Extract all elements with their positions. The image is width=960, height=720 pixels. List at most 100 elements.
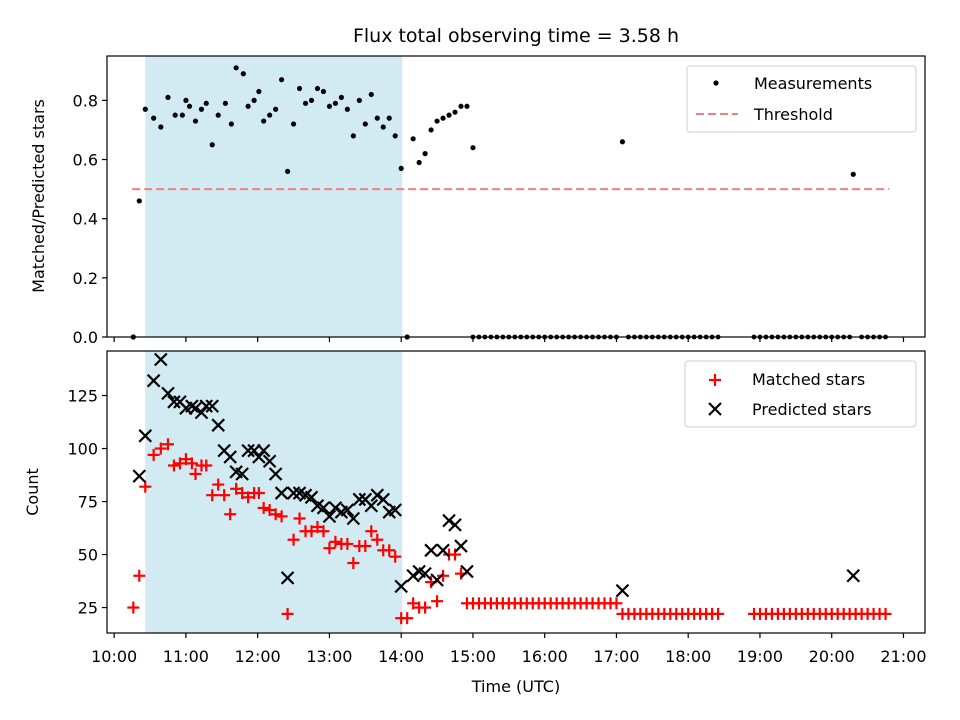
predicted-point xyxy=(223,450,237,464)
matched-point xyxy=(154,442,167,455)
matched-point xyxy=(281,607,294,620)
matched-point xyxy=(610,597,623,610)
matched-point xyxy=(269,508,282,521)
matched-point xyxy=(252,487,265,500)
measurement-point xyxy=(165,94,171,101)
matched-point xyxy=(317,525,330,538)
predicted-point xyxy=(304,490,319,505)
count-y-axis-label: Count xyxy=(23,468,42,516)
measurement-point xyxy=(302,100,309,106)
measurement-point xyxy=(215,112,221,118)
measurement-point xyxy=(470,145,476,151)
measurement-point xyxy=(136,198,142,204)
observing-window-shade xyxy=(145,56,403,337)
matched-point xyxy=(293,512,306,525)
predicted-point xyxy=(436,543,450,558)
matched-point xyxy=(419,601,432,614)
predicted-point xyxy=(394,579,408,594)
y-tick-label: 0.0 xyxy=(73,328,98,347)
measurement-point xyxy=(279,77,285,83)
measurement-point xyxy=(256,88,262,95)
measurement-point xyxy=(240,71,246,77)
predicted-point xyxy=(247,443,261,458)
y-tick-label: 0.2 xyxy=(73,269,98,288)
predicted-point xyxy=(286,486,301,500)
measurement-point xyxy=(458,103,464,109)
measurement-point xyxy=(314,85,321,92)
predicted-point xyxy=(256,443,271,458)
measurement-point xyxy=(267,112,273,118)
matched-point xyxy=(329,535,342,548)
predicted-point xyxy=(846,568,861,583)
measurement-point xyxy=(850,171,856,177)
observing-window-shade xyxy=(145,351,403,633)
predicted-point xyxy=(188,401,203,416)
ratio-legend-box xyxy=(686,65,917,133)
ratio-y-axis-label: Matched/Predicted stars xyxy=(29,99,48,293)
measurement-point xyxy=(374,115,380,121)
predicted-point xyxy=(274,486,289,500)
count-x-ticks: 10:00 11:00 12:00 13:00 14:00 15:00 16:00 17:00… xyxy=(91,633,927,666)
measurement-point xyxy=(440,115,446,121)
measurement-point xyxy=(362,121,368,127)
matched-point xyxy=(127,601,140,614)
legend-threshold-label: Threshold xyxy=(753,105,833,124)
predicted-point xyxy=(448,518,462,532)
matched-point xyxy=(200,459,213,472)
predicted-point xyxy=(460,564,474,579)
measurement-point xyxy=(338,94,344,101)
ratio-panel: 0.00.20.40.60.8 Matched/Predicted stars … xyxy=(29,55,926,347)
predicted-point xyxy=(406,568,420,583)
count-marks xyxy=(127,352,892,625)
measurement-point xyxy=(198,106,205,112)
ratio-legend: Measurements Threshold xyxy=(686,65,917,133)
measurement-point xyxy=(380,124,386,130)
y-tick-label: 50 xyxy=(78,546,98,565)
count-y-ticks: 25 50 75 100 125 xyxy=(67,387,107,618)
predicted-point xyxy=(328,501,343,515)
legend-matched-marker xyxy=(709,374,721,386)
measurement-point xyxy=(261,118,267,124)
measurement-point xyxy=(350,133,356,139)
measurement-point xyxy=(416,159,422,166)
predicted-point xyxy=(442,513,456,528)
x-tick-label: 17:00 xyxy=(593,647,639,666)
measurement-point xyxy=(332,100,339,106)
matched-point xyxy=(879,607,892,620)
predicted-point xyxy=(268,467,283,481)
x-tick-label: 14:00 xyxy=(378,647,424,666)
measurement-point xyxy=(308,97,315,103)
matched-point xyxy=(401,612,414,625)
predicted-point xyxy=(132,469,147,483)
matched-point xyxy=(147,448,160,461)
measurement-point xyxy=(192,118,199,124)
predicted-point xyxy=(154,352,168,367)
matched-point xyxy=(437,569,450,582)
matched-point xyxy=(389,550,402,563)
matched-point xyxy=(218,489,231,502)
matched-point xyxy=(189,467,202,480)
predicted-point xyxy=(280,571,295,585)
x-tick-label: 10:00 xyxy=(91,647,137,666)
matched-point xyxy=(161,438,174,451)
predicted-point xyxy=(454,539,468,553)
matched-point xyxy=(257,501,270,514)
predicted-point xyxy=(205,399,220,413)
count-panel-frame xyxy=(106,350,926,634)
measurement-point xyxy=(386,115,392,121)
measurement-point xyxy=(356,97,362,103)
measurement-point xyxy=(245,103,251,109)
legend-predicted-label: Predicted stars xyxy=(752,400,872,419)
measurement-point xyxy=(428,127,434,133)
matched-point xyxy=(371,533,384,546)
x-tick-label: 12:00 xyxy=(235,647,281,666)
matched-point xyxy=(359,540,372,553)
count-panel: 25 50 75 100 125 10:00 11:00 12:00 13:00 14:00 15… xyxy=(23,350,927,696)
measurement-point xyxy=(186,103,193,109)
predicted-point xyxy=(161,386,175,401)
matched-point xyxy=(347,557,360,570)
predicted-point xyxy=(167,395,181,409)
measurement-point xyxy=(619,139,626,145)
y-tick-label: 125 xyxy=(67,387,98,406)
